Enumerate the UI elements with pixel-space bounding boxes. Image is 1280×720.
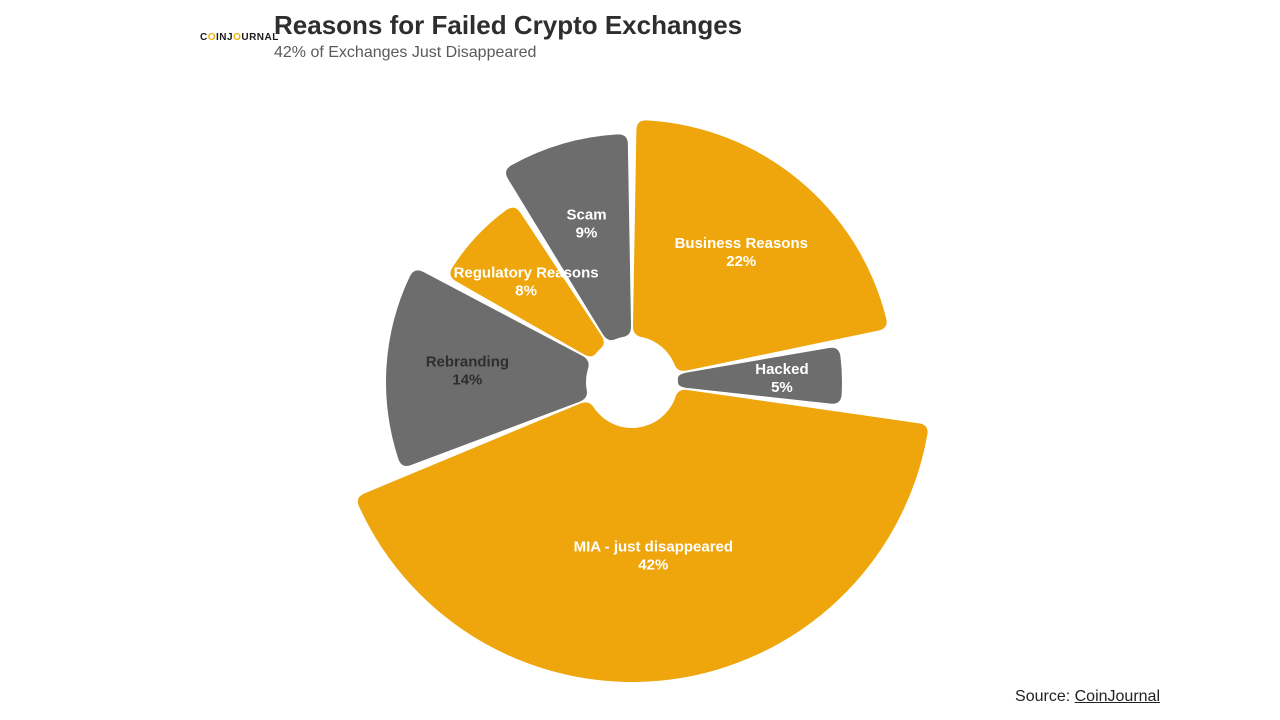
slice-value: 42%: [638, 557, 668, 574]
chart-container: COINJOURNAL Reasons for Failed Crypto Ex…: [0, 0, 1280, 720]
slice-value: 22%: [726, 253, 756, 270]
source-link[interactable]: CoinJournal: [1075, 688, 1160, 705]
slice-label: Business Reasons: [675, 235, 808, 252]
source-attribution: Source: CoinJournal: [1015, 688, 1160, 706]
slice-label: Hacked: [755, 361, 808, 378]
pie-chart: Business Reasons22% Hacked5% MIA - just di…: [0, 0, 1280, 720]
slice-label: Scam: [567, 206, 607, 223]
slice-label: MIA - just disappeared: [574, 539, 733, 556]
slice-value: 9%: [576, 224, 598, 241]
slice-label: Regulatory Reasons: [454, 265, 599, 282]
slice-value: 14%: [452, 371, 482, 388]
slice-label: Rebranding: [426, 353, 509, 370]
slice-value: 5%: [771, 379, 793, 396]
slice-value: 8%: [515, 283, 537, 300]
